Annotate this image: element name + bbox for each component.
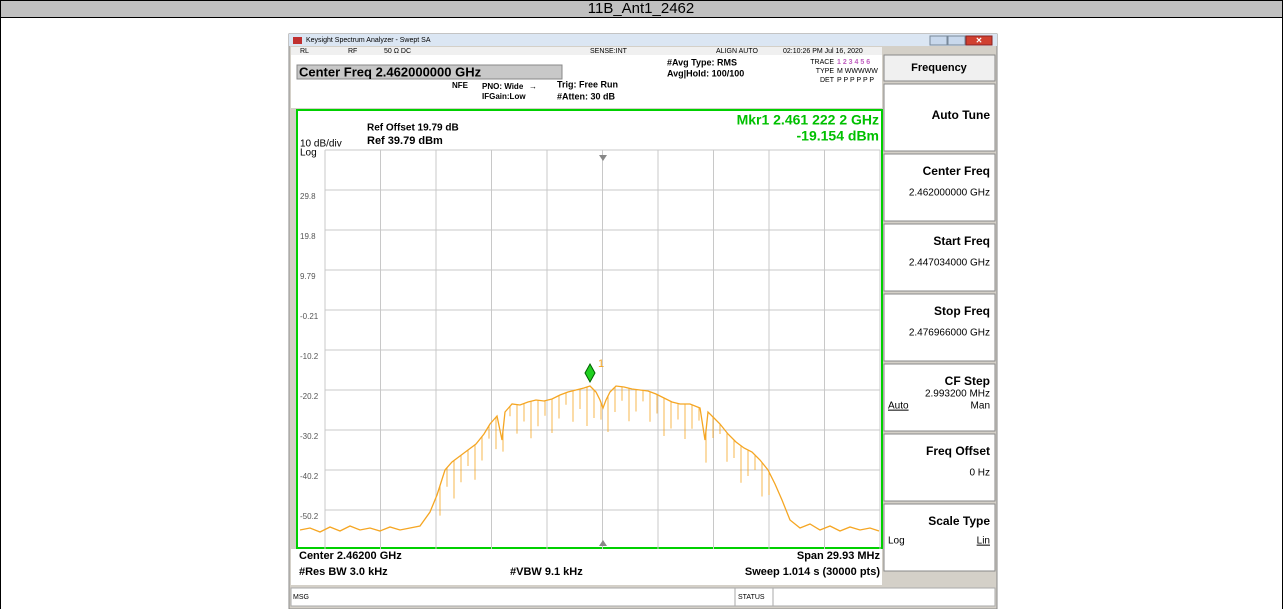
trig: Trig: Free Run	[557, 79, 618, 89]
window-title: Keysight Spectrum Analyzer - Swept SA	[306, 37, 431, 44]
avg-hold: Avg|Hold: 100/100	[667, 68, 744, 78]
status-item: ALIGN AUTO	[716, 48, 758, 55]
ref-level: Ref 39.79 dBm	[367, 135, 443, 147]
det-value: P P P P P P	[837, 77, 874, 84]
atten: #Atten: 30 dB	[557, 91, 616, 101]
softkey-label: Center Freq	[923, 164, 990, 178]
softkeys: Auto Tune Center Freq 2.462000000 GHz Start…	[883, 83, 996, 572]
center-freq-setting: Center Freq 2.462000000 GHz	[299, 64, 482, 79]
type-value: M WWWWW	[837, 68, 878, 75]
softkey[interactable]	[883, 433, 996, 502]
marker-frequency: Mkr1 2.461 222 2 GHz	[737, 112, 879, 128]
y-label: -20.2	[300, 392, 319, 401]
y-label: -30.2	[300, 432, 319, 441]
status-item: RL	[300, 48, 309, 55]
softkey-label: CF Step	[945, 374, 990, 388]
header-title: 11B_Ant1_2462	[588, 0, 695, 17]
footer-sweep: Sweep 1.014 s (30000 pts)	[745, 566, 880, 578]
window-titlebar	[289, 34, 997, 46]
ref-offset: Ref Offset 19.79 dB	[367, 123, 459, 134]
y-label: 19.8	[300, 232, 316, 241]
softkey-value: 2.447034000 GHz	[909, 258, 990, 269]
softkey[interactable]	[883, 503, 996, 572]
softkey-label: Scale Type	[928, 514, 990, 528]
status-status: STATUS	[738, 594, 765, 601]
softkey-label: Auto Tune	[932, 108, 991, 122]
status-bar	[290, 587, 996, 607]
softkey-value: 2.462000000 GHz	[909, 188, 990, 199]
center-indicator	[599, 540, 607, 546]
graticule: 29.8 19.8 9.79 -0.21 -10.2 -20.2 -30.2 -40.2 -50…	[300, 149, 881, 551]
pno: PNO: Wide	[482, 82, 524, 91]
center-indicator	[599, 155, 607, 161]
avg-type: #Avg Type: RMS	[667, 57, 737, 67]
type-label: TYPE	[816, 68, 835, 75]
status-msg: MSG	[293, 594, 309, 601]
softkey-option: Log	[888, 536, 905, 547]
ifgain: IFGain:Low	[482, 92, 526, 101]
trace-label: TRACE	[810, 59, 834, 66]
center-freq-box	[296, 64, 563, 80]
trace-spikes	[439, 386, 770, 516]
app-icon	[293, 37, 302, 44]
softkey[interactable]	[883, 293, 996, 362]
softkey[interactable]	[883, 223, 996, 292]
trace	[299, 385, 880, 533]
status-item: RF	[348, 48, 357, 55]
trace-numbers: 1 2 3 4 5 6	[837, 59, 870, 66]
marker-diamond	[584, 362, 596, 384]
softkey-option: Auto	[888, 401, 909, 412]
softkey-label: Freq Offset	[926, 444, 990, 458]
y-label: -0.21	[300, 312, 319, 321]
footer-center: Center 2.46200 GHz	[299, 550, 402, 562]
softkey-label: Stop Freq	[934, 304, 990, 318]
status-item: 02:10:26 PM Jul 16, 2020	[783, 48, 863, 55]
status-line	[291, 47, 882, 55]
softkey-value: 2.993200 MHz	[925, 389, 990, 400]
softkey-menu	[883, 54, 996, 82]
softkey-option: Man	[971, 401, 990, 412]
softkey-option: Lin	[977, 536, 990, 547]
close-button[interactable]	[965, 35, 993, 46]
graph-area	[296, 109, 883, 549]
scale-type: Log	[300, 148, 317, 159]
softkey-value: 2.476966000 GHz	[909, 328, 990, 339]
softkey-value: 0 Hz	[969, 468, 990, 479]
footer-res-bw: #Res BW 3.0 kHz	[299, 566, 388, 578]
y-label: -40.2	[300, 472, 319, 481]
pno-arrow: →	[529, 82, 537, 91]
close-icon: ✕	[976, 36, 983, 45]
footer-span: Span 29.93 MHz	[797, 550, 881, 562]
status-item: SENSE:INT	[590, 48, 628, 55]
softkey[interactable]	[883, 83, 996, 152]
marker-number: 1	[598, 358, 604, 370]
y-label: 9.79	[300, 272, 316, 281]
scale: 10 dB/div	[300, 139, 342, 150]
minimize-button[interactable]	[929, 35, 948, 46]
softkey-label: Start Freq	[933, 234, 990, 248]
y-label: -10.2	[300, 352, 319, 361]
maximize-button[interactable]	[947, 35, 966, 46]
softkey-menu-title: Frequency	[911, 62, 968, 74]
nfe: NFE	[452, 81, 469, 90]
softkey[interactable]	[883, 363, 996, 432]
marker-level: -19.154 dBm	[797, 128, 879, 144]
y-label: 29.8	[300, 192, 316, 201]
y-label: -50.2	[300, 512, 319, 521]
status-item: 50 Ω DC	[384, 48, 411, 55]
det-label: DET	[820, 77, 835, 84]
footer-vbw: #VBW 9.1 kHz	[510, 566, 583, 578]
softkey[interactable]	[883, 153, 996, 222]
footer	[291, 549, 882, 585]
